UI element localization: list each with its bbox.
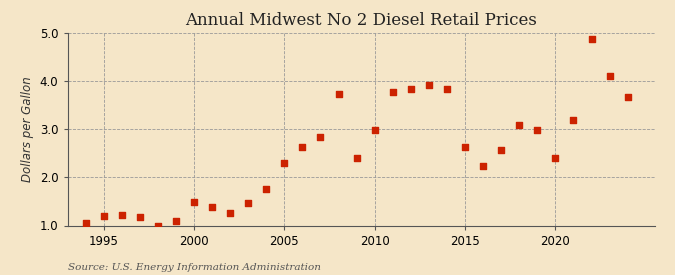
Point bbox=[297, 145, 308, 149]
Point bbox=[550, 156, 561, 160]
Point bbox=[279, 161, 290, 166]
Point bbox=[532, 128, 543, 132]
Point bbox=[153, 223, 163, 228]
Point bbox=[369, 128, 380, 132]
Point bbox=[568, 118, 579, 122]
Point bbox=[333, 92, 344, 96]
Point bbox=[315, 135, 326, 139]
Point bbox=[225, 210, 236, 215]
Point bbox=[622, 95, 633, 99]
Point bbox=[116, 213, 127, 217]
Point bbox=[423, 83, 434, 87]
Point bbox=[514, 123, 524, 127]
Point bbox=[441, 87, 452, 92]
Title: Annual Midwest No 2 Diesel Retail Prices: Annual Midwest No 2 Diesel Retail Prices bbox=[185, 12, 537, 29]
Text: Source: U.S. Energy Information Administration: Source: U.S. Energy Information Administ… bbox=[68, 263, 321, 272]
Point bbox=[99, 214, 109, 219]
Point bbox=[586, 37, 597, 41]
Point bbox=[604, 74, 615, 78]
Point bbox=[171, 219, 182, 223]
Point bbox=[80, 220, 91, 225]
Point bbox=[188, 200, 199, 204]
Point bbox=[261, 187, 271, 192]
Point bbox=[460, 145, 470, 149]
Point bbox=[387, 89, 398, 94]
Y-axis label: Dollars per Gallon: Dollars per Gallon bbox=[22, 76, 34, 182]
Point bbox=[406, 87, 416, 91]
Point bbox=[243, 201, 254, 205]
Point bbox=[351, 156, 362, 160]
Point bbox=[495, 148, 506, 152]
Point bbox=[207, 205, 217, 209]
Point bbox=[478, 164, 489, 169]
Point bbox=[134, 215, 145, 219]
